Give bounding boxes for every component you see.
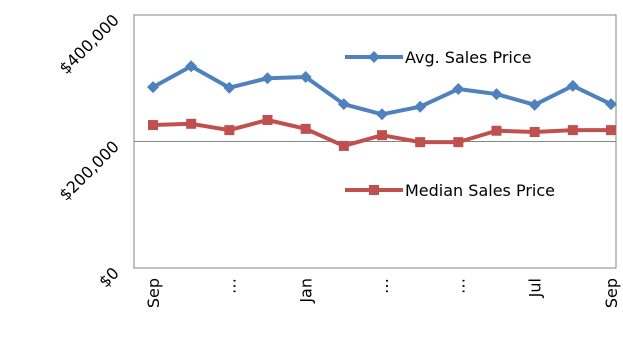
data-point [453, 137, 464, 148]
series-line [152, 64, 612, 117]
data-point [185, 60, 198, 73]
data-point [224, 125, 235, 136]
x-tick-label: Sep [144, 278, 163, 308]
data-point [186, 118, 197, 129]
data-point [300, 123, 311, 134]
data-point [452, 83, 465, 96]
legend-label: Avg. Sales Price [405, 48, 532, 67]
data-point [566, 79, 579, 92]
data-point [529, 127, 540, 138]
data-point [147, 81, 159, 94]
data-point [606, 125, 616, 136]
data-point [377, 130, 387, 141]
x-tick-label: Jul [526, 278, 545, 298]
x-tick-label: Jan [297, 278, 316, 304]
data-point [337, 98, 350, 111]
data-point [223, 81, 236, 94]
x-tick-label: … [373, 278, 392, 294]
y-tick-label: $0 [95, 263, 123, 291]
data-point [490, 88, 503, 101]
data-point [605, 98, 617, 111]
data-point [414, 100, 427, 113]
data-point [376, 108, 388, 121]
data-point [491, 125, 502, 136]
data-point [262, 114, 273, 125]
data-point [148, 120, 158, 131]
data-point [415, 137, 426, 148]
legend-marker [368, 51, 380, 63]
legend-label: Median Sales Price [405, 181, 555, 200]
data-point [567, 125, 578, 136]
legend-marker [369, 185, 379, 195]
y-tick-label: $200,000 [55, 137, 122, 204]
x-tick-label: … [220, 278, 239, 294]
data-point [299, 70, 312, 83]
x-tick-label: … [449, 278, 468, 294]
data-point [261, 72, 274, 85]
data-point [338, 140, 349, 151]
x-tick-label: Sep [602, 278, 621, 308]
data-point [528, 98, 541, 111]
y-tick-label: $400,000 [55, 10, 122, 77]
